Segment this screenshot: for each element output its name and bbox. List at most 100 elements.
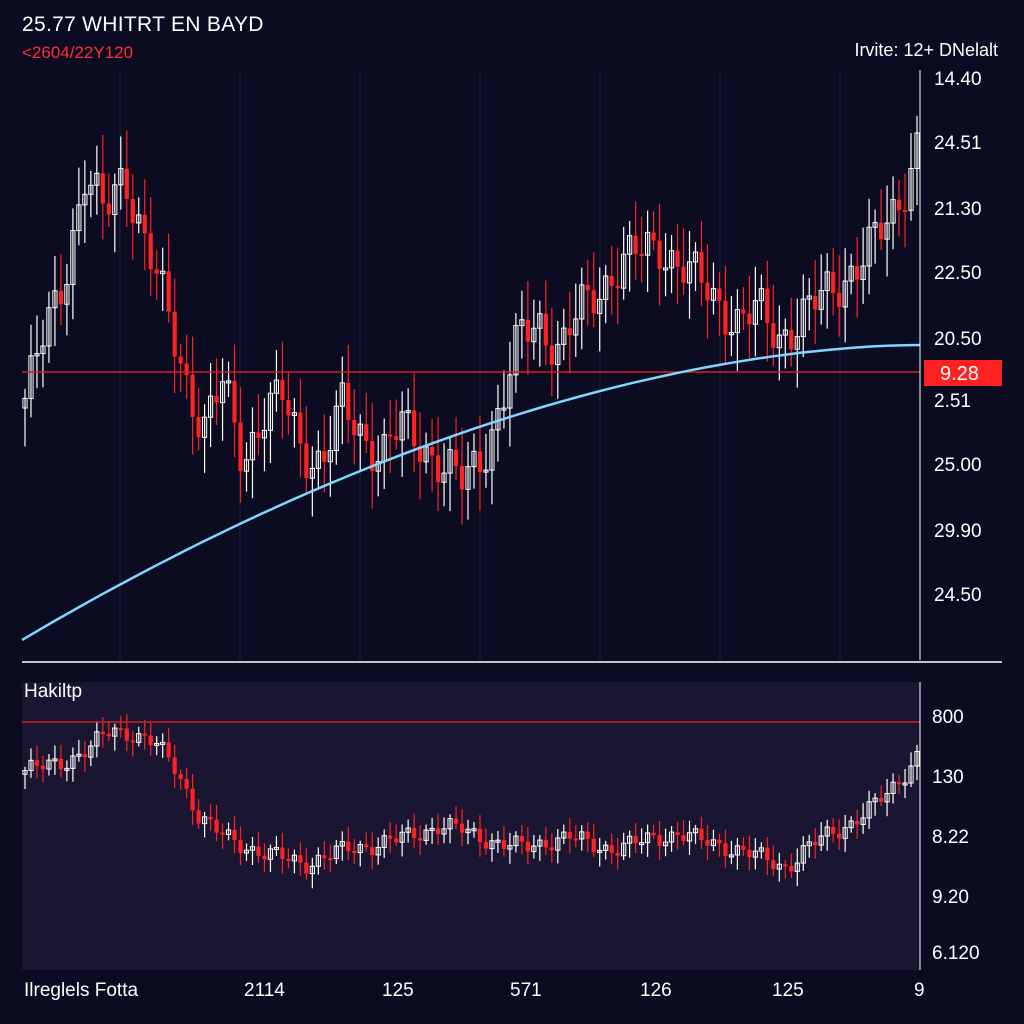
candle-body bbox=[291, 412, 297, 416]
candle-body bbox=[561, 327, 567, 345]
lower-candle-body bbox=[848, 820, 854, 829]
y-axis-labels: 14.40 24.51 21.30 22.50 20.50 2.51 25.00 29.90 2… bbox=[934, 69, 982, 606]
candle-body bbox=[219, 381, 226, 404]
candle-body bbox=[734, 309, 741, 334]
lower-candle-body bbox=[76, 753, 82, 757]
candle-body bbox=[776, 334, 782, 349]
lower-candle-body bbox=[908, 765, 914, 784]
price-tag bbox=[924, 360, 1002, 386]
candle-body bbox=[112, 184, 118, 216]
candle-body bbox=[225, 380, 232, 384]
lower-candle-body bbox=[675, 832, 680, 836]
lower-candle-body bbox=[789, 865, 794, 872]
candle-body bbox=[705, 282, 710, 301]
upper-candles bbox=[22, 115, 920, 525]
candle-body bbox=[848, 265, 854, 282]
candle-body bbox=[465, 466, 471, 490]
candle-body bbox=[627, 235, 633, 255]
lower-y-tick-label: 9.20 bbox=[932, 887, 969, 908]
candle-body bbox=[370, 440, 375, 472]
lower-candle-body bbox=[896, 782, 902, 785]
y-tick-label: 20.50 bbox=[934, 329, 982, 350]
lower-candle-body bbox=[190, 788, 195, 811]
lower-candle-body bbox=[806, 841, 812, 847]
lower-candle-body bbox=[70, 755, 76, 769]
price-tag-label: 9.28 bbox=[940, 363, 979, 385]
lower-candle-body bbox=[130, 740, 135, 743]
candle-body bbox=[333, 405, 339, 452]
candle-body bbox=[22, 397, 28, 409]
lower-candle-body bbox=[872, 797, 878, 803]
lower-candle-body bbox=[441, 828, 447, 835]
lower-candle-body bbox=[166, 742, 171, 758]
candle-body bbox=[364, 424, 369, 441]
lower-candle-body bbox=[591, 838, 596, 852]
candle-body bbox=[435, 455, 441, 483]
lower-candle-body bbox=[46, 759, 52, 770]
candle-body bbox=[692, 251, 699, 263]
lower-candle-body bbox=[64, 767, 70, 771]
lower-candle-body bbox=[513, 835, 519, 847]
lower-panel-label: Hakiltp bbox=[24, 681, 83, 702]
lower-candle-body bbox=[328, 858, 333, 861]
candle-body bbox=[668, 250, 675, 269]
candle-body bbox=[837, 293, 842, 307]
lower-candle-body bbox=[82, 754, 87, 758]
lower-candle-body bbox=[489, 840, 495, 850]
candle-body bbox=[615, 285, 620, 289]
lower-candle-body bbox=[106, 733, 111, 737]
lower-candle-body bbox=[249, 846, 256, 851]
candle-body bbox=[645, 231, 651, 256]
lower-candle-body bbox=[52, 758, 58, 762]
candle-body bbox=[136, 214, 142, 224]
lower-candle-body bbox=[501, 840, 507, 850]
y-tick-label: 2.51 bbox=[934, 391, 971, 412]
candle-body bbox=[771, 323, 776, 348]
candle-body bbox=[88, 184, 94, 195]
lower-candle-body bbox=[412, 828, 417, 839]
candle-body bbox=[842, 280, 848, 308]
lower-candle-body bbox=[561, 831, 567, 839]
lower-candle-body bbox=[842, 827, 848, 839]
lower-candle-body bbox=[860, 817, 866, 825]
lower-candle-body bbox=[214, 819, 219, 833]
lower-candle-body bbox=[710, 839, 717, 847]
candle-body bbox=[489, 429, 495, 471]
lower-candle-body bbox=[579, 831, 585, 840]
lower-candle-body bbox=[765, 847, 770, 861]
lower-candle-body bbox=[902, 782, 908, 786]
candle-body bbox=[94, 172, 100, 186]
candle-body bbox=[82, 193, 88, 206]
candle-body bbox=[100, 173, 105, 204]
y-tick-label: 22.50 bbox=[934, 263, 982, 284]
candle-body bbox=[591, 290, 596, 314]
lower-candle-body bbox=[645, 832, 651, 844]
lower-candle-body bbox=[352, 851, 357, 854]
candle-body bbox=[555, 343, 561, 366]
candle-body bbox=[256, 432, 261, 438]
candle-body bbox=[64, 283, 70, 305]
lower-candle-body bbox=[783, 864, 788, 867]
candle-body bbox=[902, 209, 908, 212]
candle-body bbox=[471, 450, 477, 468]
lower-panel-background bbox=[22, 682, 920, 970]
lower-candle-body bbox=[771, 860, 776, 870]
candle-body bbox=[172, 311, 177, 357]
candle-body bbox=[758, 288, 764, 302]
candle-body bbox=[782, 329, 788, 336]
lower-candle-body bbox=[256, 846, 261, 856]
interval-info: Irvite: 12+ DNelalt bbox=[854, 40, 998, 60]
candle-body bbox=[447, 449, 453, 474]
candle-body bbox=[315, 450, 321, 469]
candle-body bbox=[459, 466, 465, 490]
candle-body bbox=[752, 300, 758, 325]
lower-candle-body bbox=[315, 854, 321, 867]
lower-candle-body bbox=[142, 733, 147, 736]
lower-candle-body bbox=[124, 728, 129, 741]
lower-candle-body bbox=[322, 855, 327, 859]
lower-candle-body bbox=[88, 745, 94, 758]
candle-body bbox=[207, 395, 214, 418]
candle-body bbox=[662, 267, 669, 271]
lower-candle-body bbox=[543, 840, 548, 848]
